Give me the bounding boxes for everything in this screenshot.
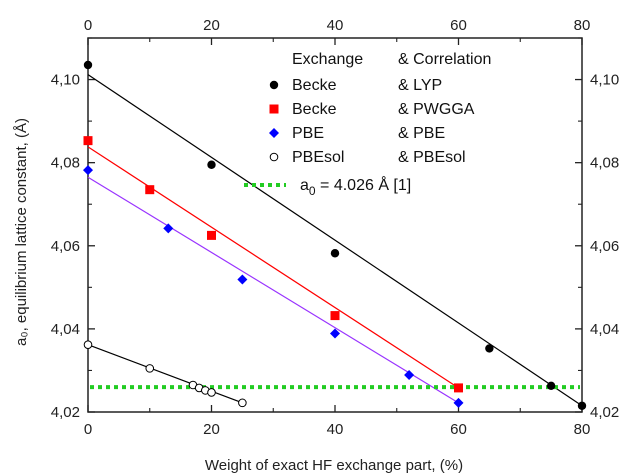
y-tick-label-left: 4,06 bbox=[51, 238, 80, 255]
data-point bbox=[454, 383, 463, 393]
legend-series-correlation: & LYP bbox=[398, 77, 442, 94]
data-point bbox=[237, 274, 248, 285]
data-point bbox=[207, 230, 216, 240]
legend-series-name: Becke bbox=[292, 101, 337, 118]
data-point bbox=[207, 160, 216, 169]
x-axis-title: Weight of exact HF exchange part, (%) bbox=[205, 457, 463, 474]
y-tick-label-left: 4,02 bbox=[51, 404, 80, 421]
fit-line bbox=[87, 74, 583, 407]
x-tick-label-top: 20 bbox=[203, 17, 220, 34]
data-point bbox=[83, 340, 93, 349]
x-tick-label-bottom: 60 bbox=[450, 421, 467, 438]
y-tick-label-left: 4,08 bbox=[51, 155, 80, 172]
x-tick-label-top: 40 bbox=[327, 17, 344, 34]
legend-series-correlation: & PBEsol bbox=[398, 149, 466, 166]
y-tick-label-left: 4,04 bbox=[51, 321, 80, 338]
legend-marker bbox=[269, 80, 279, 90]
legend-header-exchange: Exchange bbox=[292, 51, 363, 68]
y-axis-title: a₀, equilibrium lattice constant, (Å) bbox=[13, 118, 30, 346]
y-tick-label-right: 4,08 bbox=[590, 155, 619, 172]
legend-header-correlation: & Correlation bbox=[398, 51, 491, 68]
x-tick-label-bottom: 0 bbox=[84, 421, 92, 438]
x-tick-label-top: 60 bbox=[450, 17, 467, 34]
y-tick-label-right: 4,06 bbox=[590, 238, 619, 255]
y-tick-label-left: 4,10 bbox=[51, 72, 80, 89]
legend-marker bbox=[269, 128, 279, 138]
data-point bbox=[145, 364, 155, 373]
data-point bbox=[485, 344, 494, 353]
y-tick-label-right: 4,04 bbox=[590, 321, 619, 338]
legend-series-name: PBEsol bbox=[292, 149, 344, 166]
fit-line bbox=[87, 344, 243, 404]
data-point bbox=[577, 401, 587, 410]
data-point bbox=[453, 397, 464, 408]
legend-series-name: PBE bbox=[292, 125, 324, 142]
data-point bbox=[83, 165, 93, 176]
legend-marker bbox=[269, 104, 279, 114]
data-point bbox=[546, 381, 556, 391]
data-point bbox=[238, 398, 247, 408]
x-tick-label-top: 80 bbox=[574, 17, 591, 34]
y-tick-label-right: 4,02 bbox=[590, 404, 619, 421]
legend-reference-label: a0 = 4.026 Å [1] bbox=[300, 175, 411, 198]
data-point bbox=[330, 249, 340, 258]
y-tick-label-right: 4,10 bbox=[590, 72, 619, 89]
data-point bbox=[207, 388, 216, 397]
data-point bbox=[330, 328, 340, 339]
data-points bbox=[83, 60, 587, 410]
legend-series-correlation: & PWGGA bbox=[398, 101, 475, 118]
data-point bbox=[163, 223, 174, 234]
x-tick-label-bottom: 20 bbox=[203, 421, 220, 438]
legend: Exchange & Correlation Becke & LYP Becke & PW… bbox=[244, 51, 491, 198]
legend-series-correlation: & PBE bbox=[398, 125, 445, 142]
x-tick-label-bottom: 80 bbox=[574, 421, 591, 438]
data-point bbox=[83, 60, 93, 70]
legend-series-name: Becke bbox=[292, 77, 337, 94]
x-tick-label-top: 0 bbox=[84, 17, 92, 34]
data-point bbox=[404, 370, 415, 381]
x-tick-label-bottom: 40 bbox=[327, 421, 344, 438]
data-point bbox=[83, 136, 93, 146]
data-point bbox=[330, 311, 340, 321]
legend-marker bbox=[269, 152, 279, 162]
fit-line bbox=[87, 176, 459, 404]
axis-ticks bbox=[87, 37, 583, 413]
fit-lines bbox=[87, 74, 583, 407]
data-point bbox=[145, 185, 155, 195]
